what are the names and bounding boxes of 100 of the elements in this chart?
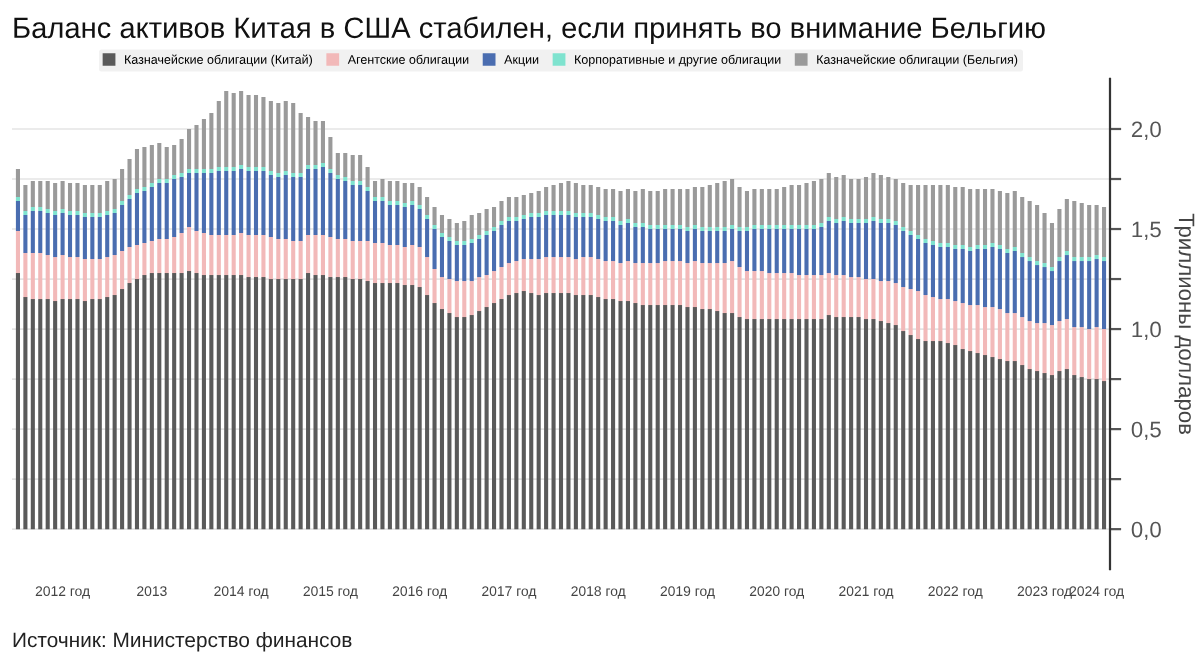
bar: [164, 239, 169, 274]
bar: [663, 189, 668, 226]
bar: [514, 221, 519, 262]
bar: [841, 175, 846, 218]
bar: [30, 211, 35, 254]
bar: [499, 225, 504, 268]
bar: [410, 285, 415, 530]
bar: [209, 173, 214, 236]
bar: [566, 293, 571, 530]
bar: [506, 263, 511, 296]
bar: [715, 263, 720, 312]
bar: [521, 195, 526, 216]
bar: [968, 251, 973, 306]
bar: [1079, 203, 1084, 258]
bar: [916, 291, 921, 340]
bar: [797, 185, 802, 226]
bar: [1020, 365, 1025, 530]
bar: [112, 295, 117, 530]
bar: [648, 263, 653, 306]
bar: [789, 273, 794, 320]
bar: [730, 179, 735, 226]
bar: [484, 209, 489, 232]
bar: [53, 301, 58, 530]
bar: [194, 124, 199, 169]
bar: [439, 215, 445, 234]
bar: [893, 225, 898, 284]
bar: [581, 257, 586, 296]
bar: [306, 235, 311, 274]
bar: [499, 201, 504, 222]
bar: [209, 275, 214, 530]
bar: [536, 295, 541, 530]
bar: [253, 277, 259, 530]
bar: [744, 231, 750, 272]
bar: [60, 255, 65, 300]
bar: [194, 173, 199, 232]
bar: [871, 221, 876, 280]
bar: [625, 189, 630, 220]
bar: [655, 263, 660, 306]
bar: [849, 277, 854, 318]
bar: [804, 319, 809, 530]
bar: [291, 241, 296, 280]
bar: [603, 261, 608, 300]
bar: [1102, 261, 1107, 330]
bar: [410, 205, 415, 246]
bar: [789, 229, 794, 274]
bar: [982, 307, 988, 356]
bar: [670, 261, 675, 306]
bar: [402, 285, 407, 530]
bar: [105, 215, 110, 258]
bar: [1027, 369, 1032, 530]
bar: [1064, 369, 1069, 530]
bar: [1094, 327, 1099, 380]
bar: [759, 229, 764, 272]
bar: [826, 315, 831, 530]
bar: [157, 183, 162, 240]
bar: [477, 311, 482, 530]
bar: [462, 317, 467, 530]
bar: [372, 283, 378, 530]
bar: [975, 189, 980, 246]
bar: [1087, 379, 1092, 530]
bar: [841, 317, 846, 530]
bar: [1094, 259, 1099, 328]
bar: [261, 235, 266, 278]
bar: [1072, 327, 1077, 376]
bar: [469, 215, 474, 240]
bar: [685, 231, 690, 264]
text: Источник: Министерство финансов: [13, 632, 352, 652]
bar: [811, 319, 816, 530]
bar: [15, 273, 20, 530]
bar: [90, 185, 95, 214]
bar: [172, 144, 177, 175]
bar: [804, 275, 809, 320]
bar: [469, 281, 474, 316]
bar: [454, 317, 459, 530]
bar: [97, 185, 102, 214]
bar: [782, 229, 787, 274]
bar: [276, 177, 281, 240]
bar: [677, 305, 683, 530]
bar: [722, 263, 727, 314]
bar: [930, 245, 935, 298]
bar: [164, 273, 169, 530]
bar: [536, 259, 541, 296]
bar: [447, 279, 452, 314]
bar: [588, 257, 593, 296]
bar: [60, 181, 65, 210]
bar: [871, 173, 876, 218]
chart-title: Баланс активов Китая в США стабилен, если принять во внимание Бельгию: [14, 16, 1045, 44]
bar: [90, 217, 95, 260]
bar: [45, 213, 50, 256]
bar: [343, 181, 348, 240]
bar: [529, 193, 534, 214]
bar: [618, 225, 623, 264]
bar: [75, 299, 80, 530]
bar: [566, 257, 571, 294]
bar: [759, 271, 764, 320]
bar: [120, 251, 125, 290]
bar: [893, 325, 898, 530]
bar: [655, 191, 660, 226]
bar: [246, 235, 251, 278]
bar: [566, 181, 571, 212]
